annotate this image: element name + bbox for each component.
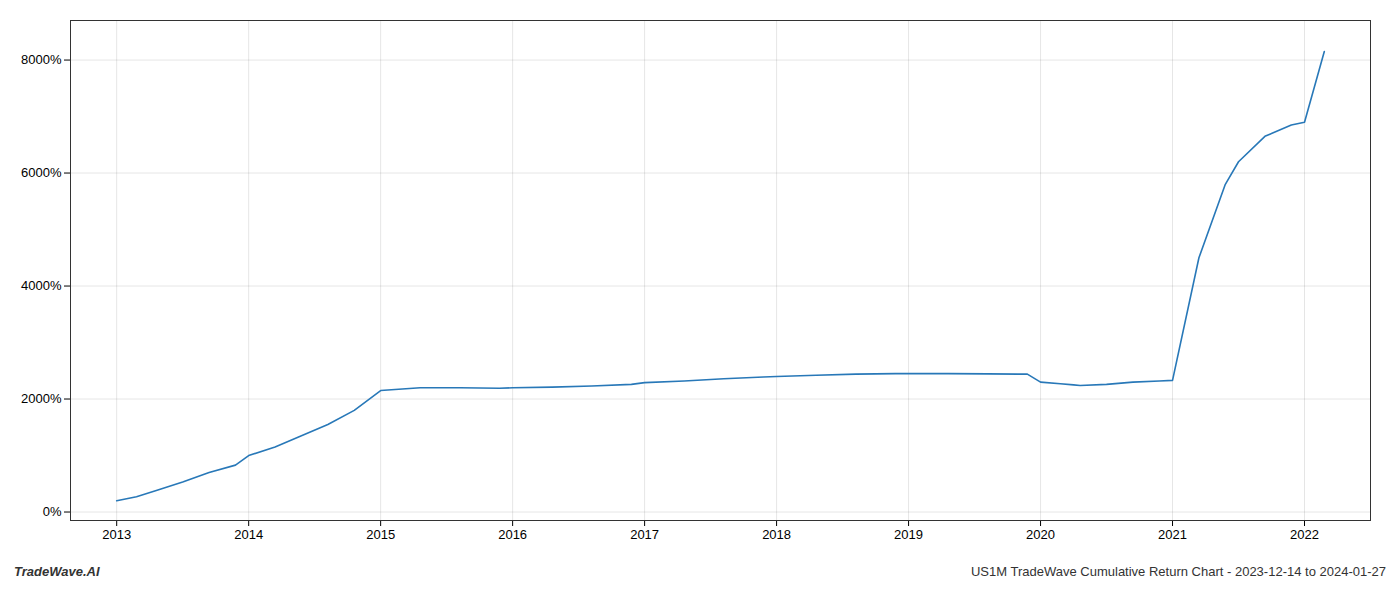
svg-text:2016: 2016: [498, 527, 527, 542]
svg-text:6000%: 6000%: [21, 165, 62, 180]
svg-text:2017: 2017: [630, 527, 659, 542]
svg-text:2013: 2013: [102, 527, 131, 542]
svg-text:2021: 2021: [1158, 527, 1187, 542]
svg-text:8000%: 8000%: [21, 52, 62, 67]
svg-text:0%: 0%: [43, 504, 62, 519]
svg-text:2020: 2020: [1026, 527, 1055, 542]
html-text:US1M TradeWave Cumulative Retu: US1M TradeWave Cumulative Return Chart -…: [971, 564, 1386, 579]
svg-text:2014: 2014: [234, 527, 263, 542]
svg-text:2015: 2015: [366, 527, 395, 542]
svg-text:4000%: 4000%: [21, 278, 62, 293]
svg-text:2019: 2019: [894, 527, 923, 542]
html-text:TradeWave.AI: TradeWave.AI: [14, 564, 100, 579]
svg-text:2022: 2022: [1290, 527, 1319, 542]
svg-text:2000%: 2000%: [21, 391, 62, 406]
svg-text:2018: 2018: [762, 527, 791, 542]
